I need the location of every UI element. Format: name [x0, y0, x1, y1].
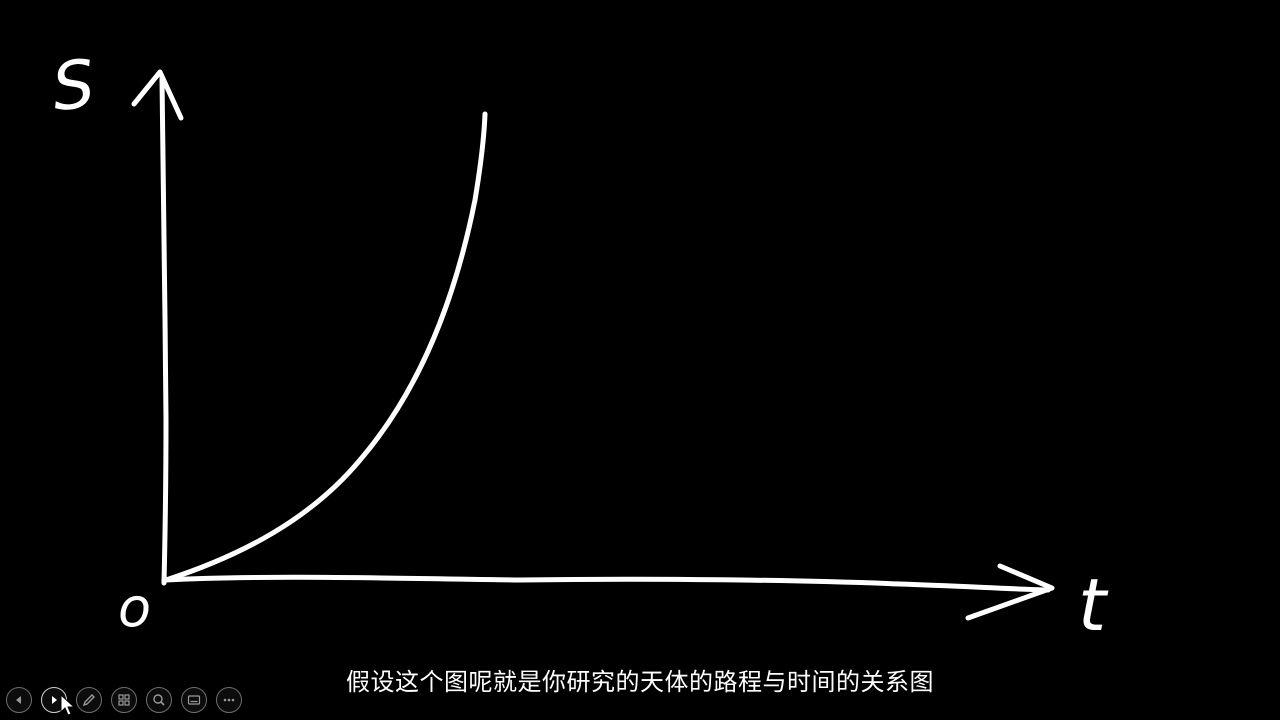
- previous-slide-button[interactable]: [6, 687, 32, 713]
- arrow-right-icon: [52, 696, 57, 704]
- y-axis-arrowhead: [131, 69, 184, 121]
- subtitles-button[interactable]: [181, 687, 207, 713]
- pen-tool-button[interactable]: [76, 687, 102, 713]
- x-axis-line: [161, 574, 1051, 593]
- arrow-left-icon: [16, 696, 21, 704]
- x-axis-label: t: [1078, 563, 1109, 647]
- slideshow-toolbar: [6, 687, 242, 715]
- x-axis-arrowhead: [965, 563, 1055, 621]
- magnifier-icon: [153, 694, 165, 706]
- grid-icon: [118, 694, 130, 706]
- pen-icon: [82, 694, 95, 707]
- more-options-button[interactable]: [216, 687, 242, 713]
- see-all-slides-button[interactable]: [111, 687, 137, 713]
- y-axis-label: S: [49, 45, 99, 126]
- mouse-cursor-icon: [60, 694, 76, 716]
- distance-time-curve: [163, 111, 488, 583]
- subtitles-icon: [187, 695, 201, 705]
- subtitle-caption: 假设这个图呢就是你研究的天体的路程与时间的关系图: [346, 668, 934, 696]
- zoom-button[interactable]: [146, 687, 172, 713]
- y-axis-line: [159, 75, 169, 586]
- ellipsis-icon: [223, 698, 235, 702]
- origin-label: o: [118, 576, 151, 639]
